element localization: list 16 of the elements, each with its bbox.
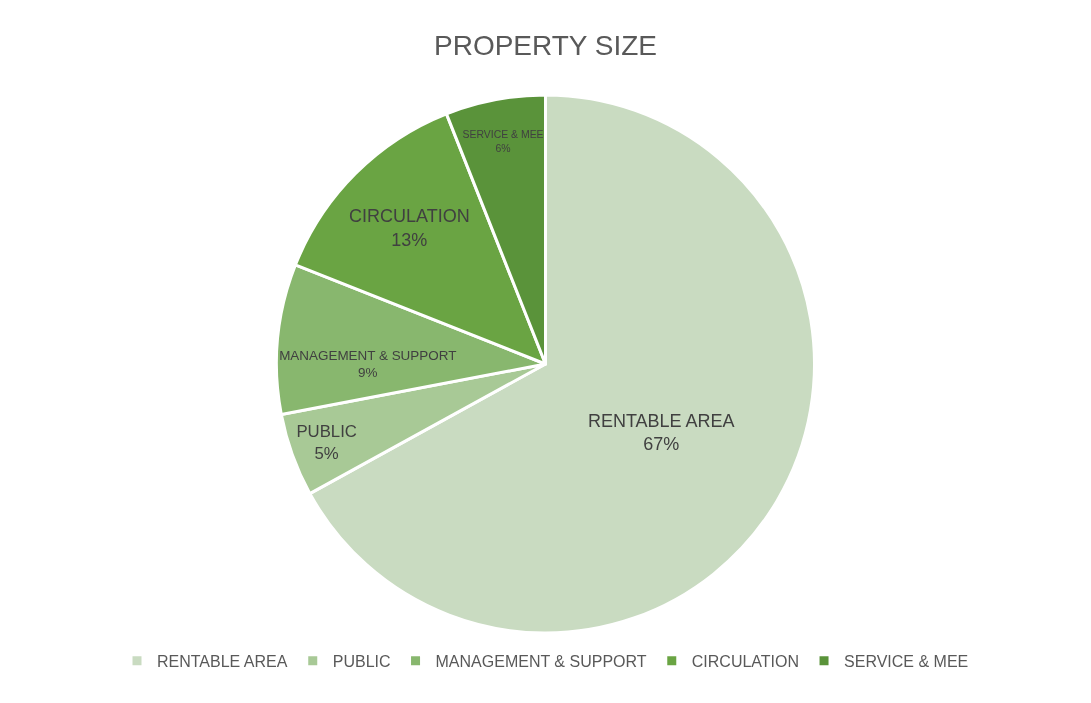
data-label: 9% bbox=[358, 365, 378, 381]
legend-label: RENTABLE AREA bbox=[157, 652, 288, 670]
legend-label: MANAGEMENT & SUPPORT bbox=[435, 652, 647, 670]
data-label: 13% bbox=[391, 229, 428, 250]
legend-label: PUBLIC bbox=[332, 652, 391, 670]
data-label: 6% bbox=[495, 142, 511, 154]
legend-label: CIRCULATION bbox=[691, 652, 800, 670]
slice-label: CIRCULATION bbox=[349, 206, 470, 227]
data-label: 5% bbox=[314, 444, 339, 464]
slice-label: MANAGEMENT & SUPPORT bbox=[279, 347, 457, 363]
data-label: 67% bbox=[643, 434, 680, 455]
slice-label: PUBLIC bbox=[296, 422, 357, 442]
chart-title: PROPERTY SIZE bbox=[433, 29, 658, 61]
legend-label: SERVICE & MEE bbox=[844, 652, 969, 670]
slice-label: RENTABLE AREA bbox=[587, 410, 735, 431]
slice-label: SERVICE & MEE bbox=[462, 129, 544, 141]
